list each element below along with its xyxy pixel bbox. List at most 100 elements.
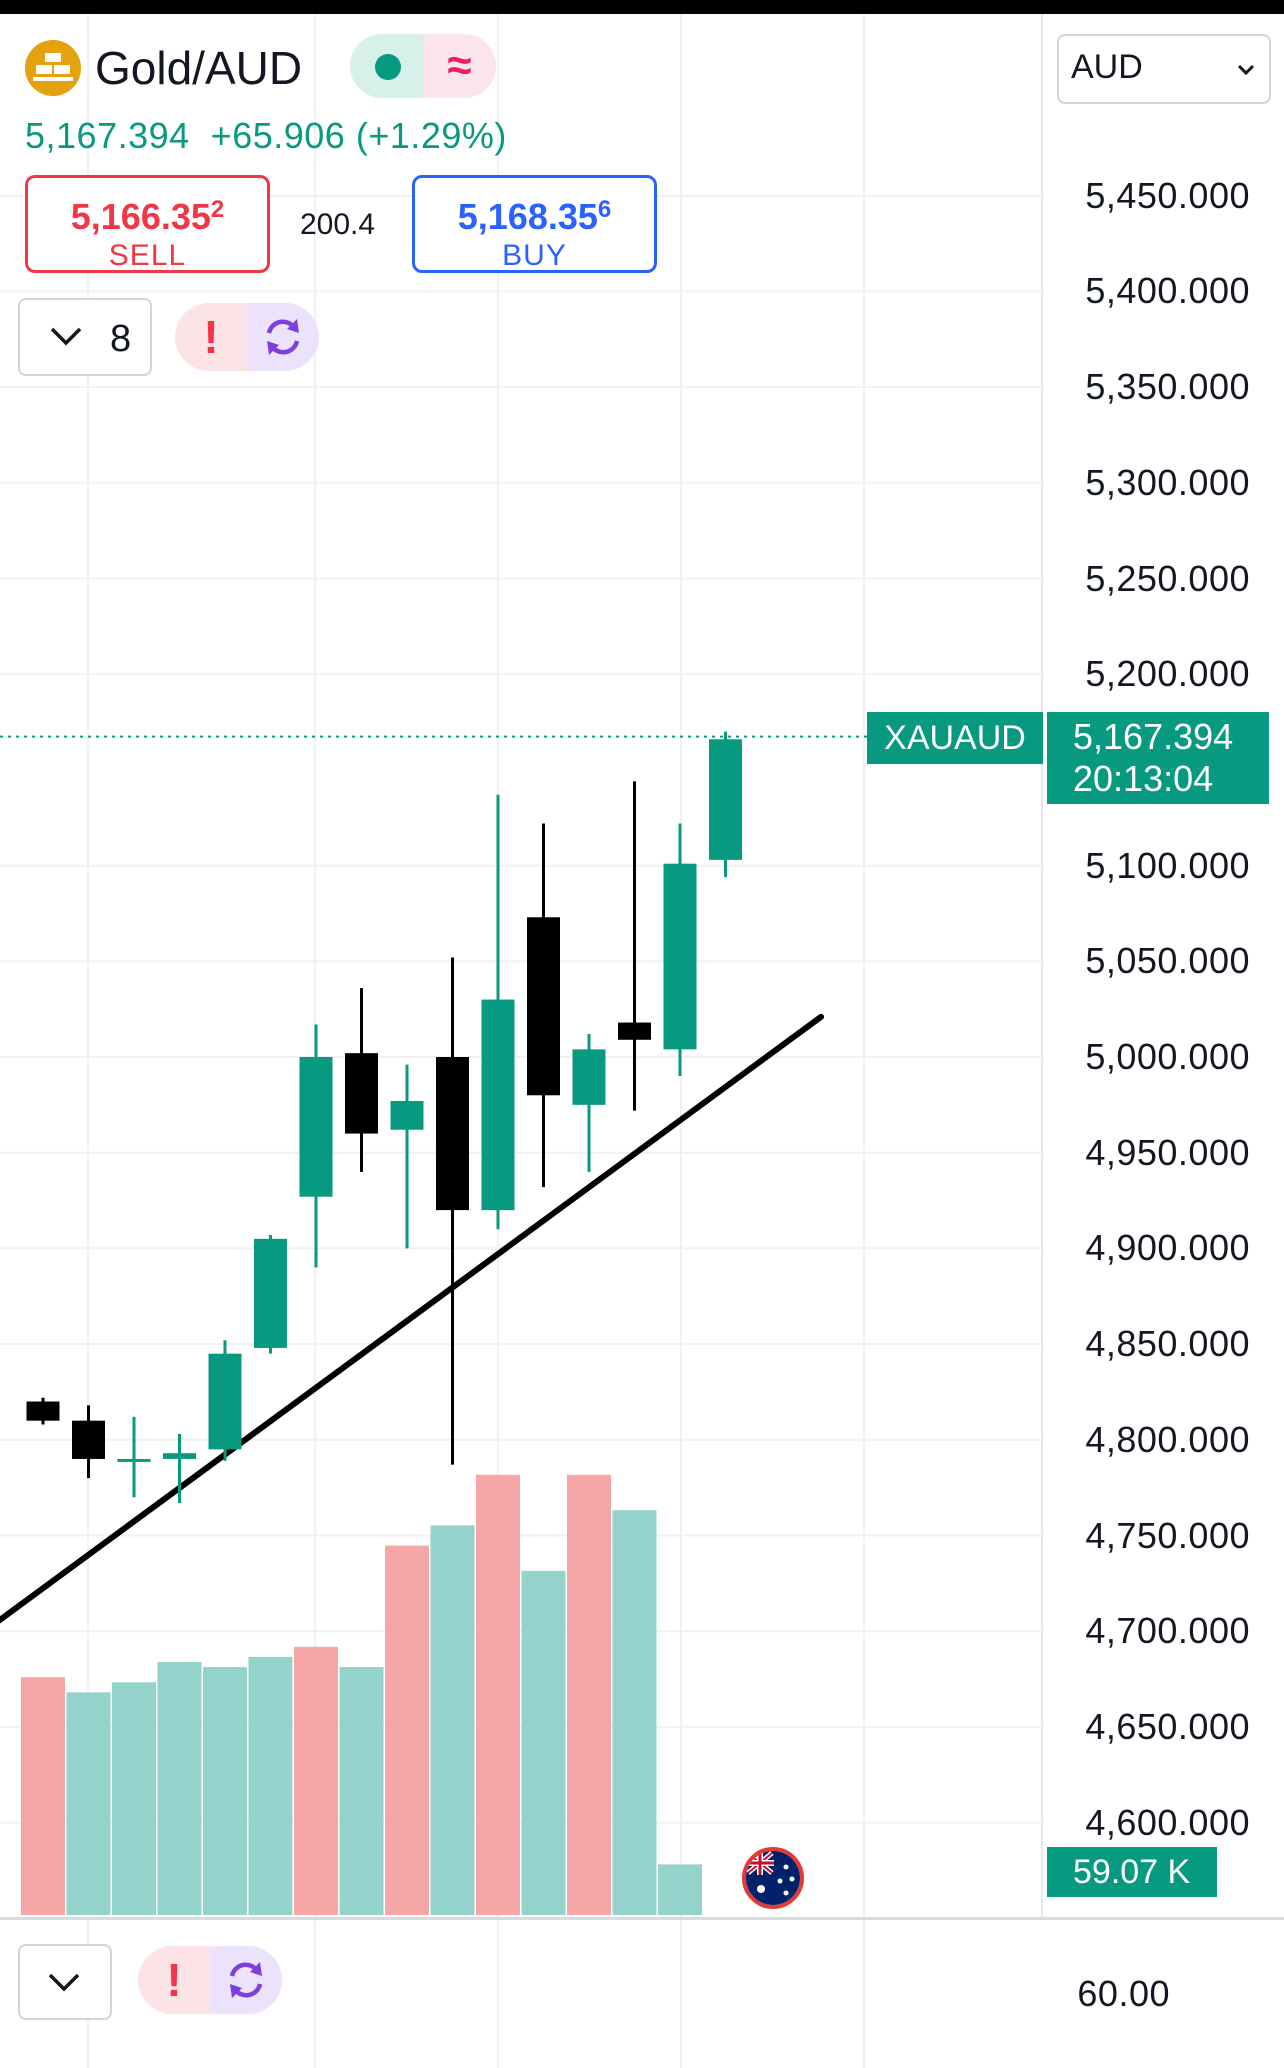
candle-body [709, 739, 742, 860]
candle-body [527, 917, 560, 1096]
candle [663, 823, 697, 1077]
buy-label: BUY [502, 239, 567, 272]
candle-body [663, 863, 697, 1050]
candle [527, 823, 560, 1188]
indicator-status-pill[interactable]: ! [175, 303, 319, 371]
volume-bar [66, 1692, 111, 1915]
pane2-toggle-button[interactable] [18, 1944, 112, 2020]
buy-price: 5,168.356 [457, 196, 612, 237]
legend-toggle-button[interactable]: 8 [18, 298, 152, 376]
volume-bar [248, 1656, 293, 1915]
symbol-title[interactable]: Gold/AUD [95, 42, 303, 94]
sync-icon[interactable] [247, 303, 319, 371]
sell-price: 5,166.352 [70, 196, 225, 237]
volume-bar [112, 1682, 156, 1915]
volume-bar [21, 1677, 65, 1915]
candle [618, 781, 651, 1111]
bar-countdown: 20:13:04 [1073, 758, 1214, 799]
symbol-price-tag: XAUAUD [867, 712, 1043, 764]
volume-bar [658, 1864, 702, 1915]
trendline [0, 1013, 825, 1624]
volume-bar [385, 1545, 429, 1915]
last-price-tag-value: 5,167.394 [1073, 716, 1234, 757]
candle-body [299, 1057, 333, 1197]
price-change-line: 5,167.394 +65.906 (+1.29%) [25, 112, 507, 160]
candle-body [345, 1053, 378, 1134]
buy-button[interactable]: 5,168.356 BUY [412, 175, 657, 273]
price-axis-tick: 5,350.000 [1085, 366, 1250, 408]
chevron-down-icon [50, 327, 82, 346]
pane2-status-pill[interactable]: ! [138, 1946, 282, 2014]
warning-icon[interactable]: ! [138, 1946, 210, 2014]
status-bar [0, 0, 1284, 14]
candle [72, 1405, 105, 1479]
candle-body [436, 1057, 469, 1211]
sell-button[interactable]: 5,166.352 SELL [25, 175, 270, 273]
price-axis-tick: 4,950.000 [1085, 1131, 1250, 1173]
last-price: 5,167.394 [25, 115, 190, 156]
candle-body [26, 1401, 60, 1421]
candle-body [163, 1453, 196, 1459]
candle [436, 957, 469, 1465]
candle-body [481, 999, 515, 1211]
price-axis-tick: 4,800.000 [1085, 1418, 1250, 1460]
candle-body [117, 1458, 151, 1462]
candle [709, 731, 742, 878]
pane-divider[interactable] [0, 1917, 1284, 1920]
delayed-data-icon[interactable]: ≈ [423, 34, 496, 98]
volume-bar [567, 1474, 611, 1915]
gold-bars-icon[interactable] [25, 40, 81, 96]
candle-body [208, 1353, 242, 1450]
candle [117, 1416, 151, 1498]
warning-icon[interactable]: ! [175, 303, 247, 371]
candle [26, 1397, 60, 1425]
price-axis-tick: 5,400.000 [1085, 270, 1250, 312]
sync-icon[interactable] [210, 1946, 282, 2014]
volume-bar [612, 1510, 657, 1915]
last-price-tag: 5,167.394 20:13:04 [1047, 712, 1269, 804]
australia-flag-icon[interactable] [742, 1847, 804, 1909]
volume-value-tag: 59.07 K [1047, 1847, 1217, 1897]
price-axis-tick: 4,650.000 [1085, 1705, 1250, 1747]
candle-body [72, 1420, 105, 1459]
price-axis-tick: 4,900.000 [1085, 1227, 1250, 1269]
trendline-drawing [0, 1013, 825, 1624]
volume-bar [157, 1662, 202, 1915]
pane2-axis-tick: 60.00 [1077, 1973, 1170, 2014]
sell-label: SELL [108, 239, 187, 272]
candle-body [618, 1022, 651, 1040]
currency-select[interactable]: AUD [1057, 34, 1271, 104]
price-axis-tick: 4,750.000 [1085, 1514, 1250, 1556]
currency-value: AUD [1071, 48, 1143, 86]
price-axis-tick: 5,050.000 [1085, 940, 1250, 982]
volume-bar [203, 1667, 247, 1915]
volume-bar [521, 1570, 566, 1915]
market-status-pill[interactable]: ≈ [350, 34, 496, 98]
candle [254, 1235, 287, 1354]
price-axis-tick: 5,200.000 [1085, 653, 1250, 695]
price-change-percent: (+1.29%) [355, 115, 507, 156]
candle-body [390, 1101, 424, 1130]
candle [163, 1434, 196, 1503]
volume-bar [430, 1525, 475, 1915]
price-axis-tick: 5,000.000 [1085, 1036, 1250, 1077]
indicator-count: 8 [110, 318, 132, 360]
price-axis-tick: 5,250.000 [1085, 557, 1250, 599]
candle [572, 1034, 606, 1172]
price-axis-tick: 5,450.000 [1085, 174, 1250, 216]
candle [390, 1064, 424, 1249]
price-axis-tick: 5,100.000 [1085, 844, 1250, 886]
market-open-dot-icon[interactable] [350, 34, 423, 98]
chart-grid [0, 14, 1043, 2068]
candle-body [254, 1238, 287, 1348]
volume-bars [21, 1474, 702, 1915]
volume-bar [294, 1646, 338, 1915]
price-axis-tick: 4,850.000 [1085, 1323, 1250, 1365]
candle-body [572, 1049, 606, 1105]
chevron-down-icon [1237, 64, 1255, 76]
volume-bar [476, 1474, 520, 1915]
volume-bar [339, 1667, 384, 1915]
candles [26, 731, 742, 1503]
candle [299, 1024, 333, 1268]
candle [481, 794, 515, 1230]
